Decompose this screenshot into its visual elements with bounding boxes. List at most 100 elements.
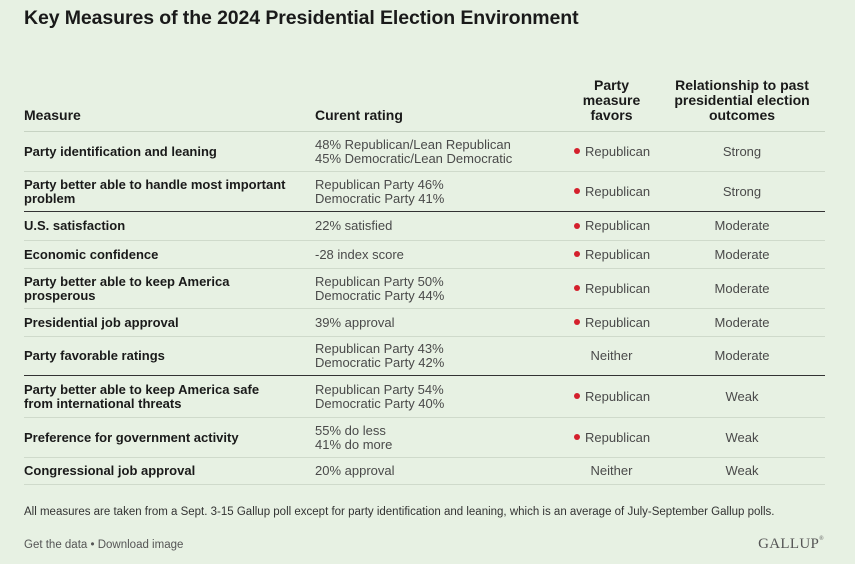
rating-line-1: Republican Party 50% <box>315 273 444 289</box>
rating-cell: Republican Party 50% Democratic Party 44% <box>315 268 564 309</box>
rating-line-2: 41% do more <box>315 436 393 452</box>
rating-cell: -28 index score <box>315 240 564 269</box>
header-favors-text: Party measure favors <box>582 77 641 123</box>
republican-dot-icon <box>574 148 580 155</box>
favors-label: Neither <box>590 348 633 363</box>
relationship-cell: Moderate <box>659 308 825 337</box>
header-relationship-text: Relationship to past presidential electi… <box>674 77 810 123</box>
get-data-link[interactable]: Get the data <box>24 539 88 551</box>
rating-line-1: 48% Republican/Lean Republican <box>315 136 511 152</box>
header-favors: Party measure favors <box>564 78 659 132</box>
table-row: Party better able to keep America safe f… <box>24 375 825 418</box>
favors-cell: Republican <box>564 308 659 337</box>
relationship-cell: Weak <box>659 417 825 458</box>
relationship-cell: Moderate <box>659 211 825 241</box>
relationship-cell: Moderate <box>659 240 825 269</box>
rating-cell: 20% approval <box>315 457 564 485</box>
rating-line-1: Republican Party 43% <box>315 341 444 356</box>
rating-line-2: Democratic Party 44% <box>315 287 445 303</box>
gallup-logo-text: GALLUP <box>758 536 820 552</box>
favors-cell: Republican <box>564 131 659 172</box>
table-row: U.S. satisfaction 22% satisfied Republican… <box>24 211 825 241</box>
measure-cell: U.S. satisfaction <box>24 211 315 241</box>
header-measure: Measure <box>24 78 315 132</box>
link-separator: • <box>87 539 98 551</box>
rating-cell: Republican Party 54% Democratic Party 40% <box>315 375 564 418</box>
rating-line-1: 55% do less <box>315 422 386 438</box>
measure-cell: Party better able to keep America safe f… <box>24 375 315 418</box>
rating-line-2: Democratic Party 40% <box>315 395 445 411</box>
relationship-cell: Weak <box>659 457 825 485</box>
favors-label: Republican <box>585 143 651 159</box>
rating-cell: Republican Party 43% Democratic Party 42% <box>315 336 564 376</box>
table-row: Party favorable ratings Republican Party … <box>24 336 825 376</box>
favors-label: Republican <box>585 280 651 296</box>
measure-cell: Congressional job approval <box>24 457 315 485</box>
favors-cell: Republican <box>564 417 659 458</box>
rating-line-1: 39% approval <box>315 314 395 330</box>
favors-cell: Republican <box>564 375 659 418</box>
measure-cell: Party better able to keep America prospe… <box>24 268 315 309</box>
header-relationship: Relationship to past presidential electi… <box>659 78 825 132</box>
favors-label: Neither <box>590 463 633 478</box>
header-rating: Curent rating <box>315 78 564 132</box>
republican-dot-icon <box>574 393 580 400</box>
measure-cell: Preference for government activity <box>24 417 315 458</box>
page-title: Key Measures of the 2024 Presidential El… <box>24 7 579 29</box>
rating-line-1: 20% approval <box>315 463 395 478</box>
rating-cell: 48% Republican/Lean Republican 45% Democr… <box>315 131 564 172</box>
rating-cell: 39% approval <box>315 308 564 337</box>
relationship-cell: Weak <box>659 375 825 418</box>
favors-cell: Neither <box>564 457 659 485</box>
favors-cell: Republican <box>564 171 659 212</box>
table-row: Presidential job approval 39% approval Rep… <box>24 308 825 337</box>
favors-label: Republican <box>585 314 651 330</box>
republican-dot-icon <box>574 319 580 326</box>
table-row: Congressional job approval 20% approval Ne… <box>24 457 825 485</box>
footnote: All measures are taken from a Sept. 3-15… <box>24 506 775 518</box>
relationship-cell: Strong <box>659 171 825 212</box>
table-row: Party better able to handle most importa… <box>24 171 825 212</box>
republican-dot-icon <box>574 285 580 292</box>
rating-cell: 22% satisfied <box>315 211 564 241</box>
table-header-row: Measure Curent rating Party measure favo… <box>24 78 825 132</box>
measure-cell: Presidential job approval <box>24 308 315 337</box>
favors-cell: Republican <box>564 268 659 309</box>
favors-label: Republican <box>585 429 651 445</box>
rating-line-2: 45% Democratic/Lean Democratic <box>315 150 513 166</box>
favors-cell: Republican <box>564 240 659 269</box>
measures-table: Measure Curent rating Party measure favo… <box>24 78 825 485</box>
rating-cell: Republican Party 46% Democratic Party 41% <box>315 171 564 212</box>
favors-label: Republican <box>585 246 651 262</box>
favors-label: Republican <box>585 218 651 233</box>
table-row: Party identification and leaning 48% Repu… <box>24 131 825 172</box>
republican-dot-icon <box>574 434 580 441</box>
measure-cell: Party favorable ratings <box>24 336 315 376</box>
republican-dot-icon <box>574 188 580 195</box>
relationship-cell: Moderate <box>659 336 825 376</box>
favors-label: Republican <box>585 388 651 404</box>
gallup-logo: GALLUP® <box>758 536 824 553</box>
favors-cell: Republican <box>564 211 659 241</box>
rating-line-2: Democratic Party 41% <box>315 190 445 206</box>
republican-dot-icon <box>574 222 580 229</box>
footer-links: Get the data • Download image <box>24 539 183 551</box>
table-row: Party better able to keep America prospe… <box>24 268 825 309</box>
rating-cell: 55% do less 41% do more <box>315 417 564 458</box>
download-image-link[interactable]: Download image <box>97 539 184 551</box>
rating-line-1: -28 index score <box>315 246 404 262</box>
favors-label: Republican <box>585 183 651 199</box>
table-row: Preference for government activity 55% do… <box>24 417 825 458</box>
relationship-cell: Moderate <box>659 268 825 309</box>
registered-mark: ® <box>819 536 824 542</box>
rating-line-2: Democratic Party 42% <box>315 355 445 370</box>
table-row: Economic confidence -28 index score Republ… <box>24 240 825 269</box>
measure-cell: Economic confidence <box>24 240 315 269</box>
measure-cell: Party identification and leaning <box>24 131 315 172</box>
measure-cell: Party better able to handle most importa… <box>24 171 315 212</box>
rating-line-1: 22% satisfied <box>315 218 393 233</box>
rating-line-1: Republican Party 46% <box>315 176 444 192</box>
favors-cell: Neither <box>564 336 659 376</box>
republican-dot-icon <box>574 251 580 258</box>
relationship-cell: Strong <box>659 131 825 172</box>
